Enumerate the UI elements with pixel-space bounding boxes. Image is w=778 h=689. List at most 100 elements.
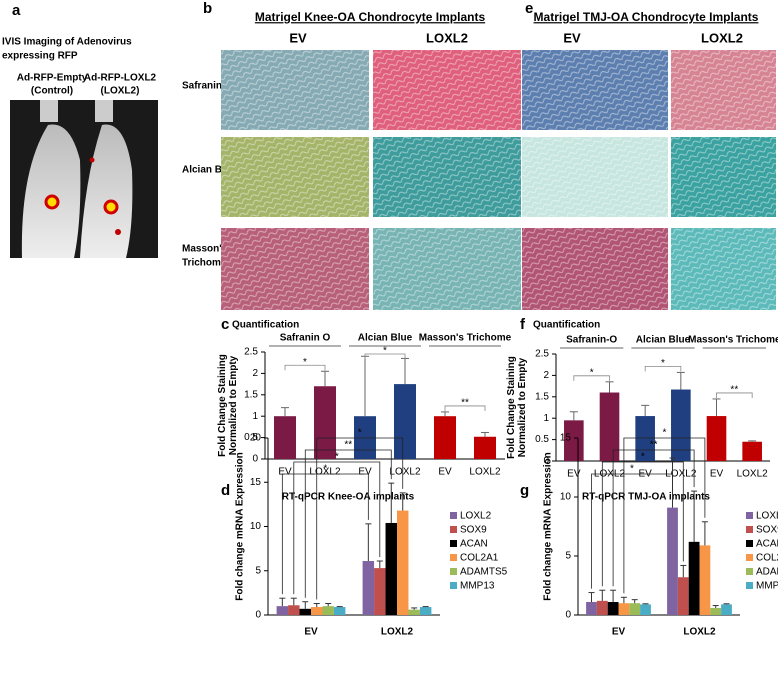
legend-label: ADAMTS5 [460, 567, 508, 578]
group-label: Alcian Blue [358, 333, 413, 344]
bar [276, 606, 289, 615]
significance-bracket [316, 437, 404, 600]
x-tick-label: LOXL2 [309, 467, 341, 478]
y-tick-label: 1.5 [244, 389, 258, 400]
significance-bracket [573, 375, 610, 381]
significance-bracket [304, 449, 392, 598]
bar [385, 522, 397, 615]
y-axis-label: Normalized to Empty [517, 357, 528, 457]
y-tick-label: 0 [543, 456, 549, 467]
significance-bracket [591, 473, 673, 589]
mouse-label: (Control) [31, 86, 73, 97]
mouse-label: Ad-RFP-Empty [17, 73, 88, 84]
significance: * [662, 428, 666, 439]
bar [688, 541, 700, 615]
y-tick-label: 15 [560, 433, 572, 444]
panel-label: g [520, 482, 529, 499]
x-tick-label: EV [304, 627, 318, 638]
significance: * [641, 452, 645, 463]
significance-bracket [281, 473, 369, 595]
bar [699, 545, 711, 615]
chart-title: Quantification [232, 320, 299, 331]
panel-label: c [221, 316, 229, 333]
panel-label: a [12, 2, 21, 19]
panel-label: b [203, 0, 212, 17]
y-tick-label: 0.5 [244, 432, 258, 443]
group-label: Masson's Trichome [419, 333, 512, 344]
panel-label: e [525, 0, 533, 17]
bar [299, 608, 311, 615]
bar [314, 386, 336, 459]
bar [397, 510, 409, 615]
significance: * [358, 428, 362, 439]
significance: ** [730, 385, 738, 396]
bar [629, 603, 641, 615]
x-tick-label: LOXL2 [381, 627, 414, 638]
legend-swatch [450, 554, 457, 561]
bar [677, 577, 689, 615]
significance-bracket [284, 364, 326, 371]
significance: * [335, 452, 339, 463]
bar [596, 600, 608, 615]
column-label: EV [289, 30, 307, 45]
y-tick-label: 5 [255, 565, 261, 576]
significance: * [661, 358, 665, 369]
y-axis-label: Fold change mRNA Expression [543, 452, 554, 601]
significance-bracket [612, 449, 695, 587]
legend-label: SOX9 [756, 525, 778, 536]
mouse-label: (LOXL2) [101, 86, 140, 97]
ivis-image [10, 100, 158, 258]
x-tick-label: LOXL2 [737, 469, 769, 480]
column-label: EV [563, 30, 581, 45]
legend-label: ADAMTS5 [756, 567, 778, 578]
bar [586, 602, 597, 615]
bar [635, 416, 655, 461]
panel-title: Matrigel TMJ-OA Chondrocyte Implants [534, 10, 759, 24]
bar [667, 507, 678, 615]
significance: * [383, 346, 387, 357]
chart-title: Quantification [533, 320, 600, 331]
significance-bracket [293, 461, 381, 595]
legend-label: SOX9 [460, 525, 487, 536]
x-tick-label: LOXL2 [389, 467, 421, 478]
significance: ** [650, 440, 658, 451]
significance: * [323, 464, 327, 475]
y-tick-label: 1.5 [535, 391, 549, 402]
bar [671, 389, 691, 461]
bar [742, 441, 762, 461]
y-tick-label: 0 [565, 610, 571, 621]
y-tick-label: 1 [252, 411, 258, 422]
chart-title: RT-qPCR TMJ-OA implants [582, 492, 710, 503]
legend-label: ACAN [460, 539, 488, 550]
bar [640, 604, 651, 615]
y-tick-label: 2 [252, 368, 258, 379]
mouse-label: Ad-RFP-LOXL2 [84, 73, 157, 84]
column-label: LOXL2 [426, 30, 468, 45]
bar [434, 416, 456, 459]
bar [311, 607, 323, 615]
y-tick-label: 1 [543, 413, 549, 424]
bar [710, 607, 722, 615]
y-tick-label: 10 [250, 521, 262, 532]
stain-label: Alcian Blue [182, 165, 237, 176]
y-axis-label: Fold change mRNA Expression [235, 452, 246, 601]
x-tick-label: EV [358, 467, 372, 478]
panel-label: f [520, 316, 526, 333]
legend-swatch [450, 582, 457, 589]
panel-a-title: IVIS Imaging of Adenovirus [2, 37, 132, 48]
bar [618, 603, 630, 615]
legend-label: MMP13 [460, 581, 495, 592]
bar [322, 606, 334, 615]
y-axis-label: Fold Change Staining [506, 356, 517, 459]
legend-label: COL2A1 [460, 553, 499, 564]
significance: * [590, 367, 594, 378]
group-label: Safranin-O [566, 335, 617, 346]
legend-swatch [450, 526, 457, 533]
legend-swatch [746, 512, 753, 519]
significance-bracket [364, 353, 406, 359]
legend-swatch [450, 568, 457, 575]
y-tick-label: 0.5 [535, 434, 549, 445]
y-axis-label: Normalized to Empty [228, 355, 239, 455]
y-tick-label: 0 [252, 454, 258, 465]
x-tick-label: EV [278, 467, 292, 478]
